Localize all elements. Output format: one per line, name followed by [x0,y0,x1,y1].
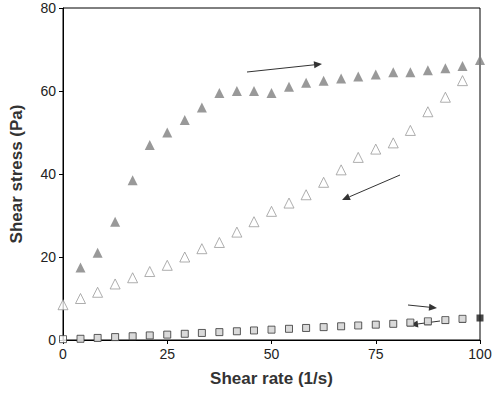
svg-text:Shear rate (1/s): Shear rate (1/s) [210,369,333,388]
svg-text:25: 25 [159,346,175,362]
svg-text:20: 20 [40,249,56,265]
svg-text:60: 60 [40,83,56,99]
svg-text:Shear stress (Pa): Shear stress (Pa) [7,105,26,244]
svg-text:75: 75 [368,346,384,362]
svg-text:100: 100 [468,346,492,362]
svg-text:0: 0 [59,346,67,362]
svg-text:80: 80 [40,0,56,16]
svg-text:40: 40 [40,166,56,182]
svg-text:0: 0 [48,332,56,348]
svg-text:50: 50 [264,346,280,362]
